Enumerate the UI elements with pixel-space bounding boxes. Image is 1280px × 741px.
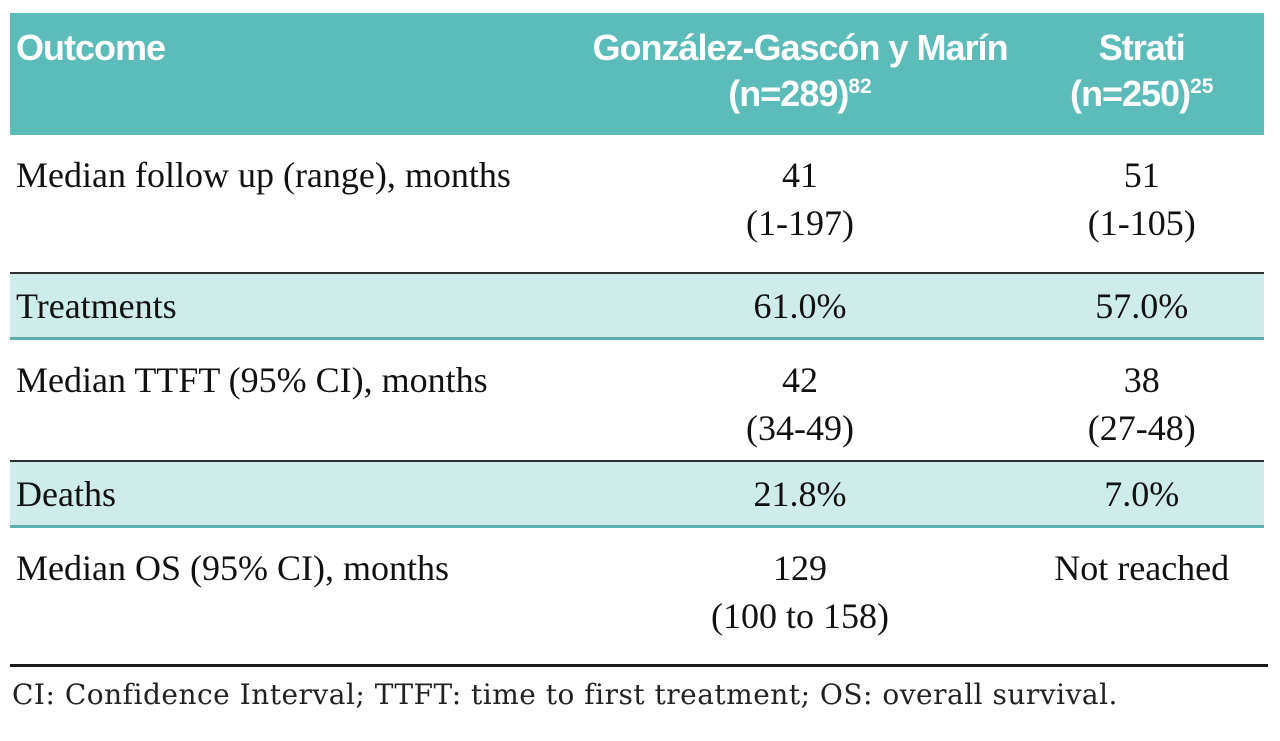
row-label: Treatments [16,286,177,326]
row-label: Deaths [16,474,116,514]
cell-strati: 57.0% [1095,286,1189,326]
cell-gonzalez: 42 (34-49) [581,340,1020,460]
row-label: Median follow up (range), months [16,155,511,195]
cell-gonzalez: 21.8% [753,474,847,514]
header-study-gonzalez-n: (n=289)82 [728,73,872,114]
bottom-rule [10,664,1268,667]
header-study-gonzalez: González-Gascón y Marín (n=289)82 [581,13,1020,135]
value-line1: 41 [782,155,818,195]
outcomes-table: Outcome González-Gascón y Marín (n=289)8… [10,13,1268,711]
abbreviations-footnote: CI: Confidence Interval; TTFT: time to f… [12,678,1118,711]
header-study-strati-name: Strati [1098,27,1186,68]
header-study-strati: Strati (n=250)25 [1019,13,1264,135]
value-line2: (100 to 158) [711,596,889,636]
value-line2: (34-49) [746,408,854,448]
value-line2: (1-197) [746,203,854,243]
value-line2: (27-48) [1087,408,1196,448]
cell-strati: 7.0% [1104,474,1180,514]
value-line1: 129 [773,548,827,588]
cell-gonzalez: 129 (100 to 158) [581,528,1020,661]
value-line1: 38 [1123,360,1160,400]
table-row-os: Median OS (95% CI), months 129 (100 to 1… [10,528,1264,661]
table-row-treatments: Treatments 61.0% 57.0% [10,272,1264,340]
value-line1: 42 [782,360,818,400]
table-row-ttft: Median TTFT (95% CI), months 42 (34-49) … [10,340,1264,460]
header-outcome: Outcome [16,27,166,68]
table-row-follow-up: Median follow up (range), months 41 (1-1… [10,135,1264,272]
value-line1: 51 [1123,155,1160,195]
citation-ref: 25 [1190,75,1214,98]
table-header-row: Outcome González-Gascón y Marín (n=289)8… [10,13,1264,135]
table-row-deaths: Deaths 21.8% 7.0% [10,460,1264,528]
cell-gonzalez: 41 (1-197) [581,135,1020,272]
row-label: Median OS (95% CI), months [16,548,449,588]
value-line2: (1-105) [1087,203,1196,243]
header-study-gonzalez-name: González-Gascón y Marín [592,27,1008,68]
cell-strati: Not reached [1019,528,1264,661]
citation-ref: 82 [848,75,872,98]
cell-gonzalez: 61.0% [753,286,847,326]
value-line1: Not reached [1054,548,1230,588]
cell-strati: 38 (27-48) [1019,340,1264,460]
cell-strati: 51 (1-105) [1019,135,1264,272]
row-label: Median TTFT (95% CI), months [16,360,488,400]
header-study-strati-n: (n=250)25 [1070,73,1214,114]
